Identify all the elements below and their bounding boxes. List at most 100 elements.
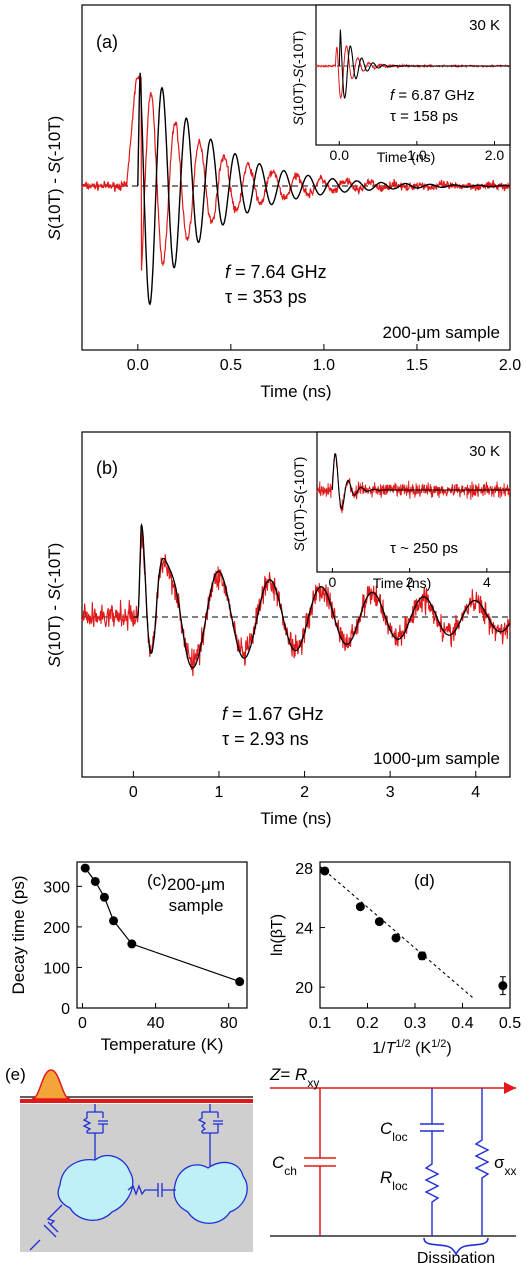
panel-c-sample-1: 200-μm	[167, 875, 225, 894]
x-tick-label: 1	[215, 784, 224, 801]
d-x-tick-label: 0.1	[309, 1015, 331, 1032]
inset-b-xlabel: Time (ns)	[373, 575, 432, 591]
inset-b-fit-trace	[331, 452, 510, 510]
c-x-tick-label: 40	[147, 1015, 165, 1032]
x-tick-label: 1.0	[313, 357, 335, 374]
x-tick-label: 2.0	[485, 147, 505, 163]
x-tick-label: 2	[300, 784, 309, 801]
panel-a-data-trace	[81, 75, 511, 271]
d-xlabel-sym: T	[386, 1040, 397, 1057]
cch-symbol: C	[272, 1153, 285, 1172]
c-data-point	[235, 977, 245, 987]
d-data-point	[417, 951, 427, 961]
d-xlabel-sup: 1/2	[395, 1038, 410, 1050]
bar-1	[87, 1111, 103, 1160]
x-tick-label: 1.0	[407, 147, 427, 163]
d-xlabel-sup2: 1/2	[431, 1038, 446, 1050]
panel-a: 0.0 0.5 1.0 1.5 2.0 (a) Time (ns) S(10T) - S…	[45, 4, 521, 401]
panel-d-xlabel: 1/T1/2 (K1/2)	[372, 1038, 452, 1057]
panel-b-frame	[81, 431, 511, 778]
x-tick-label: 3	[386, 784, 395, 801]
sigma-sub: xx	[505, 1164, 517, 1178]
d-data-point	[355, 902, 365, 912]
inset-b-x-ticks: 0 2 4	[329, 568, 491, 590]
z-r: R	[295, 1065, 307, 1084]
inset-a-tau: τ = 158 ps	[390, 108, 458, 125]
panel-d-label: (d)	[414, 871, 435, 890]
inset-b-ylabel-s1: S	[291, 541, 307, 551]
sigma-zigzag	[474, 1088, 490, 1236]
d-xlabel-post: (K	[411, 1040, 432, 1057]
x-tick-label: 2	[406, 574, 414, 590]
c-data-point	[99, 892, 109, 902]
d-fit-line	[319, 866, 475, 1000]
b-f-value: = 1.67 GHz	[227, 704, 324, 724]
panel-a-tau: τ = 353 ps	[225, 287, 307, 307]
c-x-tick-label: 0	[78, 1015, 87, 1032]
inset-ylabel-s2: S	[290, 68, 306, 78]
panel-a-xlabel: Time (ns)	[260, 382, 331, 401]
rloc-zigzag	[424, 1131, 440, 1236]
d-data-point	[391, 933, 401, 943]
ylabel-b-s2: S	[45, 588, 64, 600]
panel-a-sample: 200-μm sample	[382, 323, 500, 342]
x-tick-label: 0	[129, 784, 138, 801]
res-1a	[82, 1112, 92, 1133]
rc-network	[29, 1104, 248, 1251]
c-x-tick-label: 80	[220, 1015, 238, 1032]
ylabel-s1: S	[45, 228, 64, 240]
rloc-symbol: R	[380, 1168, 392, 1187]
inset-a-fit-trace	[338, 29, 510, 100]
panel-b-fit-trace	[133, 523, 511, 669]
d-y-tick-label: 24	[295, 921, 313, 938]
c-data-point	[90, 876, 100, 886]
top-wire-arrow	[504, 1082, 516, 1094]
link-cap	[146, 1183, 176, 1197]
cch-sub: ch	[284, 1164, 297, 1178]
cch-label: Cch	[272, 1153, 297, 1178]
c-y-tick-label: 200	[43, 920, 70, 937]
d-x-tick-label: 0.4	[451, 1015, 473, 1032]
inset-f-value: = 6.87 GHz	[394, 87, 474, 104]
x-tick-label: 0.5	[220, 357, 242, 374]
panel-e: (e)	[5, 1065, 517, 1263]
droplet-right	[173, 1161, 248, 1224]
c-y-tick-label: 100	[43, 960, 70, 977]
inset-b-frame	[316, 431, 511, 573]
link-left-dangle	[29, 1204, 63, 1251]
panel-c-label: (c)	[147, 871, 167, 890]
equivalent-circuit: Z= Rxy Cch Cloc Rloc σxx Dissipation	[269, 1065, 517, 1263]
panel-b-ylabel: S(10T) - S(-10T)	[45, 543, 64, 668]
panel-c-ylabel: Decay time (ps)	[9, 875, 28, 994]
panel-a-fit-trace	[137, 72, 511, 306]
f-symbol: f	[225, 262, 232, 282]
d-data-point	[374, 917, 384, 927]
panel-b-tau: τ = 2.93 ns	[222, 729, 309, 749]
x-tick-label: 4	[471, 784, 480, 801]
x-tick-label: 0.0	[127, 357, 149, 374]
panel-c-sample-2: sample	[169, 896, 224, 915]
ylabel-b-part-a: (10T) -	[45, 600, 64, 656]
panel-c-frame	[76, 861, 248, 1009]
inset-a-frame	[315, 4, 511, 146]
d-x-tick-label: 0.5	[499, 1015, 521, 1032]
cloc-sub: loc	[392, 1130, 407, 1144]
cloc-symbol: C	[380, 1119, 393, 1138]
x-tick-label: 1.5	[406, 357, 428, 374]
f-value: = 7.64 GHz	[230, 262, 327, 282]
inset-b-ylabel-b: (-10T)	[291, 457, 307, 495]
inset-b-ylabel-s2: S	[291, 494, 307, 504]
inset-ylabel-b: (-10T)	[290, 31, 306, 69]
panel-a-freq: f = 7.64 GHz	[225, 262, 327, 282]
panel-b-curves	[81, 523, 511, 677]
inset-a-temp: 30 K	[469, 17, 500, 34]
d-x-tick-label: 0.2	[356, 1015, 378, 1032]
c-y-tick-label: 0	[61, 1001, 70, 1018]
inset-a-freq: f = 6.87 GHz	[390, 87, 475, 104]
panel-a-frame	[81, 4, 511, 351]
res-2a	[197, 1112, 207, 1133]
x-tick-label: 0.0	[330, 147, 350, 163]
inset-b-tau: τ ~ 250 ps	[390, 540, 458, 557]
